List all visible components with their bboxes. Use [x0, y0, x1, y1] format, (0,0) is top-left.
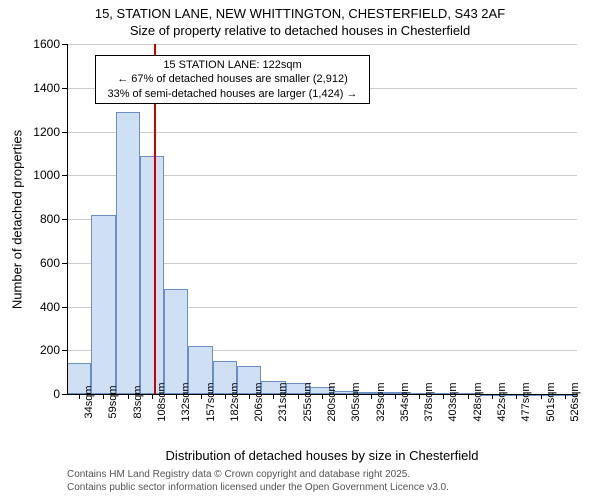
chart-title: 15, STATION LANE, NEW WHITTINGTON, CHEST… [0, 0, 600, 42]
gridline-h [67, 132, 577, 133]
histogram-bar [164, 289, 188, 394]
x-tick-label: 477sqm [520, 382, 532, 421]
x-tick-label: 378sqm [423, 382, 435, 421]
footer-note: Contains HM Land Registry data © Crown c… [67, 468, 449, 494]
histogram-bar [140, 156, 164, 394]
y-tick-label: 600 [22, 256, 60, 270]
y-tick-label: 1200 [22, 125, 60, 139]
y-tick-label: 200 [22, 343, 60, 357]
chart-container: 15, STATION LANE, NEW WHITTINGTON, CHEST… [0, 0, 600, 500]
title-line-1: 15, STATION LANE, NEW WHITTINGTON, CHEST… [0, 6, 600, 23]
annotation-line-3: 33% of semi-detached houses are larger (… [102, 87, 363, 101]
y-tick-label: 400 [22, 300, 60, 314]
x-tick-label: 428sqm [472, 382, 484, 421]
y-tick-label: 800 [22, 212, 60, 226]
y-tick-label: 1400 [22, 81, 60, 95]
annotation-box: 15 STATION LANE: 122sqm← 67% of detached… [95, 55, 370, 104]
y-axis-line [67, 44, 68, 394]
annotation-line-1: 15 STATION LANE: 122sqm [102, 58, 363, 72]
histogram-bar [116, 112, 140, 394]
x-tick-label: 526sqm [569, 382, 581, 421]
x-tick-label: 305sqm [350, 382, 362, 421]
x-tick-label: 501sqm [545, 382, 557, 421]
annotation-line-2: ← 67% of detached houses are smaller (2,… [102, 72, 363, 86]
x-tick-label: 329sqm [375, 382, 387, 421]
y-axis-label: Number of detached properties [10, 120, 25, 320]
x-axis-line [67, 394, 577, 395]
x-tick-label: 452sqm [496, 382, 508, 421]
y-tick-label: 1600 [22, 37, 60, 51]
y-tick-label: 1000 [22, 168, 60, 182]
y-tick-label: 0 [22, 387, 60, 401]
x-axis-label: Distribution of detached houses by size … [67, 448, 577, 463]
title-line-2: Size of property relative to detached ho… [0, 23, 600, 40]
x-tick-label: 280sqm [326, 382, 338, 421]
x-tick-label: 403sqm [447, 382, 459, 421]
x-tick-label: 354sqm [399, 382, 411, 421]
footer-line-1: Contains HM Land Registry data © Crown c… [67, 468, 449, 481]
gridline-h [67, 44, 577, 45]
footer-line-2: Contains public sector information licen… [67, 481, 449, 494]
histogram-bar [91, 215, 115, 394]
plot-area: 0200400600800100012001400160034sqm59sqm8… [67, 44, 577, 394]
